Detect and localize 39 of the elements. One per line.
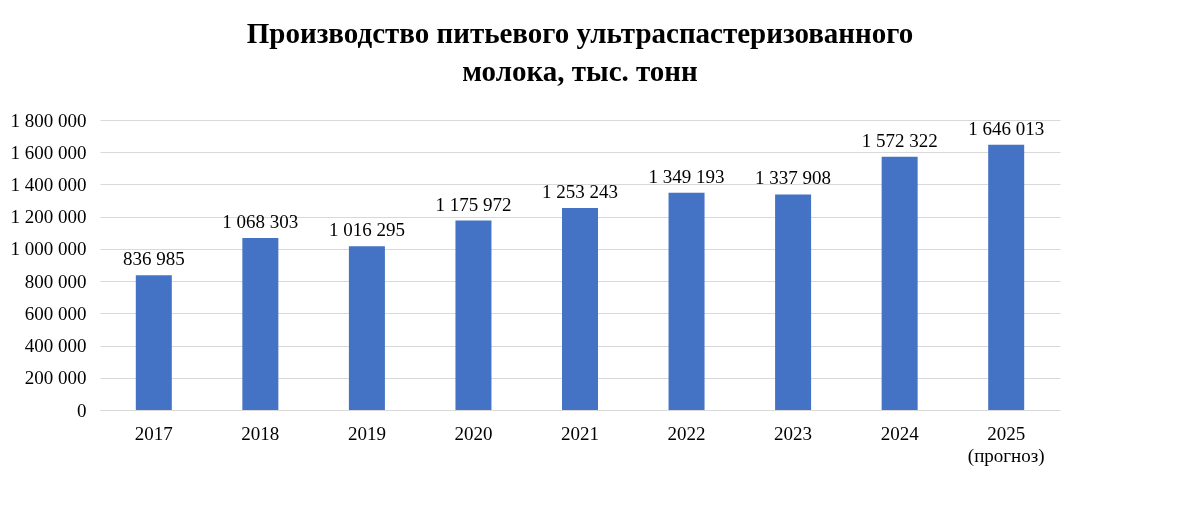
bar xyxy=(348,246,385,410)
bar xyxy=(668,192,705,410)
bar xyxy=(455,220,492,410)
bar xyxy=(881,156,918,410)
data-label: 1 337 908 xyxy=(755,167,832,189)
data-label: 1 016 295 xyxy=(328,219,405,241)
bar xyxy=(135,275,172,410)
data-label: 1 349 193 xyxy=(648,165,725,187)
x-tick-label: 2023 xyxy=(774,422,813,444)
x-tick-label: 2018 xyxy=(241,422,280,444)
y-tick-label: 0 xyxy=(77,399,87,421)
x-tick-label: 2022 xyxy=(667,422,706,444)
y-tick-label: 600 000 xyxy=(24,302,87,324)
x-tick-label: 2025 (прогноз) xyxy=(967,422,1045,467)
y-tick-label: 1 000 000 xyxy=(10,238,87,260)
y-tick-label: 400 000 xyxy=(24,335,87,357)
y-tick-label: 1 600 000 xyxy=(10,141,87,163)
data-label: 1 572 322 xyxy=(861,129,938,151)
y-tick-label: 1 800 000 xyxy=(10,109,87,131)
y-tick-label: 1 400 000 xyxy=(10,173,87,195)
y-tick-label: 1 200 000 xyxy=(10,206,87,228)
text: молока, тыс. тонн xyxy=(462,55,698,87)
x-tick-label: 2019 xyxy=(347,422,386,444)
text: Производство питьевого ультраспастеризованного xyxy=(246,17,914,49)
bar xyxy=(988,144,1025,410)
data-label: 836 985 xyxy=(122,248,185,270)
data-label: 1 646 013 xyxy=(968,117,1045,139)
bar xyxy=(775,194,812,410)
x-tick-label: 2021 xyxy=(561,422,599,444)
bar xyxy=(242,237,279,410)
y-tick-label: 800 000 xyxy=(24,270,87,292)
data-label: 1 068 303 xyxy=(222,210,299,232)
x-tick-label: 2024 xyxy=(880,422,920,444)
data-label: 1 253 243 xyxy=(542,181,618,203)
bar xyxy=(562,208,598,410)
x-tick-label: 2020 xyxy=(454,422,493,444)
x-tick-label: 2017 xyxy=(134,422,173,444)
y-tick-label: 200 000 xyxy=(24,367,87,389)
data-label: 1 175 972 xyxy=(435,193,512,215)
